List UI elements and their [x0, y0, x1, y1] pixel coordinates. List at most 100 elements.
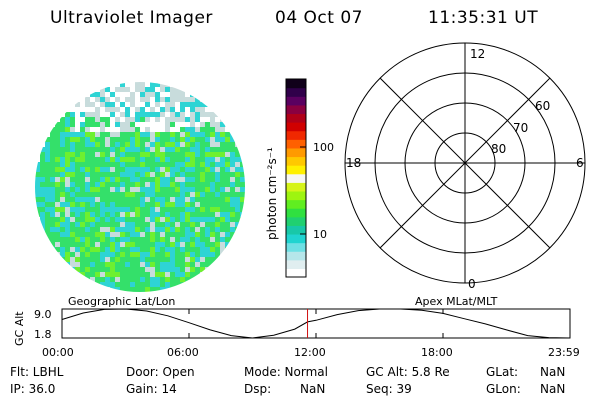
info-flt: Flt: LBHL — [10, 365, 64, 379]
uv-pixel — [160, 227, 165, 232]
uv-pixel — [230, 202, 235, 207]
app-title: Ultraviolet Imager — [50, 8, 213, 28]
uv-pixel — [100, 192, 105, 197]
uv-pixel — [90, 117, 95, 122]
timeline-ytick-9: 9.0 — [34, 308, 52, 321]
uv-pixel — [135, 167, 140, 172]
uv-pixel — [95, 127, 100, 132]
uv-pixel — [200, 107, 205, 112]
uv-pixel — [145, 282, 150, 287]
uv-pixel — [110, 197, 115, 202]
uv-pixel — [185, 177, 190, 182]
uv-pixel — [135, 137, 140, 142]
uv-pixel — [100, 207, 105, 212]
uv-pixel — [60, 122, 65, 127]
uv-pixel — [200, 177, 205, 182]
uv-pixel — [190, 252, 195, 257]
uv-pixel — [150, 197, 155, 202]
uv-pixel — [230, 207, 235, 212]
uv-pixel — [150, 257, 155, 262]
uv-pixel — [110, 237, 115, 242]
uv-pixel — [100, 92, 105, 97]
uv-pixel — [170, 102, 175, 107]
uv-pixel — [135, 187, 140, 192]
uv-pixel — [165, 152, 170, 157]
uv-pixel — [175, 87, 180, 92]
uv-pixel — [135, 197, 140, 202]
uv-pixel — [180, 147, 185, 152]
uv-pixel — [45, 237, 50, 242]
uv-pixel — [115, 132, 120, 137]
uv-pixel — [70, 217, 75, 222]
uv-pixel — [85, 187, 90, 192]
uv-pixel — [145, 92, 150, 97]
uv-pixel — [190, 162, 195, 167]
uv-pixel — [80, 107, 85, 112]
uv-pixel — [190, 142, 195, 147]
uv-pixel — [190, 222, 195, 227]
uv-pixel — [175, 232, 180, 237]
uv-pixel — [45, 172, 50, 177]
uv-pixel — [115, 212, 120, 217]
uv-pixel — [215, 177, 220, 182]
uv-pixel — [235, 142, 240, 147]
uv-pixel — [220, 247, 225, 252]
uv-pixel — [165, 247, 170, 252]
uv-pixel — [140, 122, 145, 127]
uv-pixel — [235, 177, 240, 182]
uv-pixel — [75, 117, 80, 122]
uv-pixel — [165, 257, 170, 262]
uv-pixel — [230, 242, 235, 247]
uv-pixel — [155, 87, 160, 92]
uv-pixel — [155, 252, 160, 257]
uv-pixel — [45, 227, 50, 232]
uv-pixel — [70, 237, 75, 242]
uv-pixel — [65, 147, 70, 152]
uv-pixel — [100, 247, 105, 252]
uv-pixel — [85, 177, 90, 182]
uv-pixel — [205, 177, 210, 182]
uv-pixel — [135, 282, 140, 287]
uv-pixel — [145, 252, 150, 257]
uv-pixel — [210, 237, 215, 242]
colorbar-swatch — [286, 182, 306, 192]
polar-label-mlt-18: 18 — [346, 156, 361, 170]
uv-pixel — [170, 127, 175, 132]
timeline-xtick-label-2: 12:00 — [294, 346, 326, 359]
uv-pixel — [145, 157, 150, 162]
uv-pixel — [200, 122, 205, 127]
uv-pixel — [230, 137, 235, 142]
uv-pixel — [175, 262, 180, 267]
uv-pixel — [75, 172, 80, 177]
uv-pixel — [140, 277, 145, 282]
uv-pixel — [160, 197, 165, 202]
uv-pixel — [130, 82, 135, 87]
uv-pixel — [105, 127, 110, 132]
uv-pixel — [135, 97, 140, 102]
uv-pixel — [200, 202, 205, 207]
uv-pixel — [190, 117, 195, 122]
uv-pixel — [185, 237, 190, 242]
uv-pixel — [225, 232, 230, 237]
uv-pixel — [145, 177, 150, 182]
uv-pixel — [105, 252, 110, 257]
uv-pixel — [70, 152, 75, 157]
uv-pixel — [215, 187, 220, 192]
uv-pixel — [205, 242, 210, 247]
uv-pixel — [210, 142, 215, 147]
uv-pixel — [180, 137, 185, 142]
uv-pixel — [170, 92, 175, 97]
uv-pixel — [120, 187, 125, 192]
uv-pixel — [215, 142, 220, 147]
uv-pixel — [45, 177, 50, 182]
colorbar-swatch — [286, 79, 306, 89]
uv-pixel — [185, 232, 190, 237]
uv-pixel — [205, 147, 210, 152]
uv-pixel — [140, 187, 145, 192]
uv-pixel — [55, 172, 60, 177]
uv-pixel — [155, 127, 160, 132]
uv-pixel — [195, 132, 200, 137]
uv-pixel — [55, 252, 60, 257]
uv-pixel — [65, 112, 70, 117]
uv-pixel — [170, 152, 175, 157]
